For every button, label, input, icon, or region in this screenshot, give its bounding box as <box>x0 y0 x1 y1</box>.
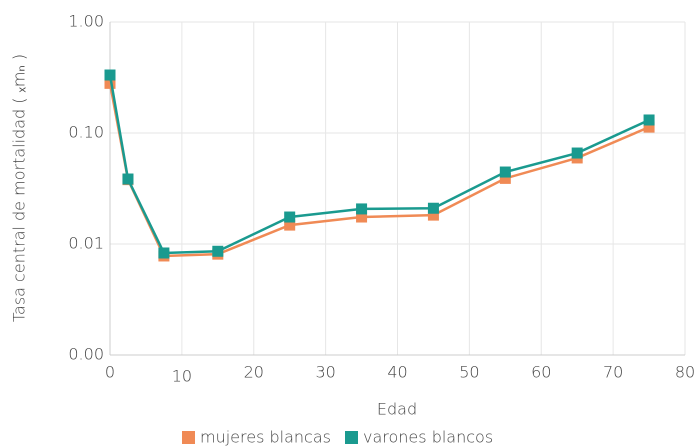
marker <box>356 211 368 223</box>
x-tick-label: 30 <box>315 363 335 382</box>
y-tick-label: 0.00 <box>68 345 104 364</box>
marker <box>104 77 116 89</box>
marker <box>643 114 655 126</box>
marker <box>643 121 655 133</box>
series-line <box>108 74 650 255</box>
marker <box>571 147 583 159</box>
marker <box>427 209 439 221</box>
x-tick-label: 40 <box>387 363 407 382</box>
x-tick-label: 20 <box>244 363 264 382</box>
legend-label: varones blancos <box>363 428 493 447</box>
marker <box>427 202 439 214</box>
x-axis-label: Edad <box>377 400 417 419</box>
x-tick-label: 80 <box>675 363 695 382</box>
x-tick-label: 10 <box>172 367 192 386</box>
marker <box>284 211 296 223</box>
marker <box>122 173 134 185</box>
x-tick-label: 50 <box>459 363 479 382</box>
series-line <box>108 83 650 258</box>
y-axis-label: Tasa central de mortalidad ( ₓmₙ ) <box>10 54 29 322</box>
legend-label: mujeres blancas <box>200 428 331 447</box>
legend-swatch <box>345 431 358 444</box>
marker <box>499 166 511 178</box>
y-tick-label: 0.10 <box>68 123 104 142</box>
legend-swatch <box>182 431 195 444</box>
marker <box>158 247 170 259</box>
marker <box>104 69 116 81</box>
marker <box>499 172 511 184</box>
x-tick-label: 0 <box>105 363 115 382</box>
marker <box>356 203 368 215</box>
x-tick-label: 70 <box>603 363 623 382</box>
marker <box>284 219 296 231</box>
y-tick-label: 1.00 <box>68 12 104 31</box>
marker <box>212 245 224 257</box>
x-tick-label: 60 <box>531 363 551 382</box>
y-tick-label: 0.01 <box>68 234 104 253</box>
